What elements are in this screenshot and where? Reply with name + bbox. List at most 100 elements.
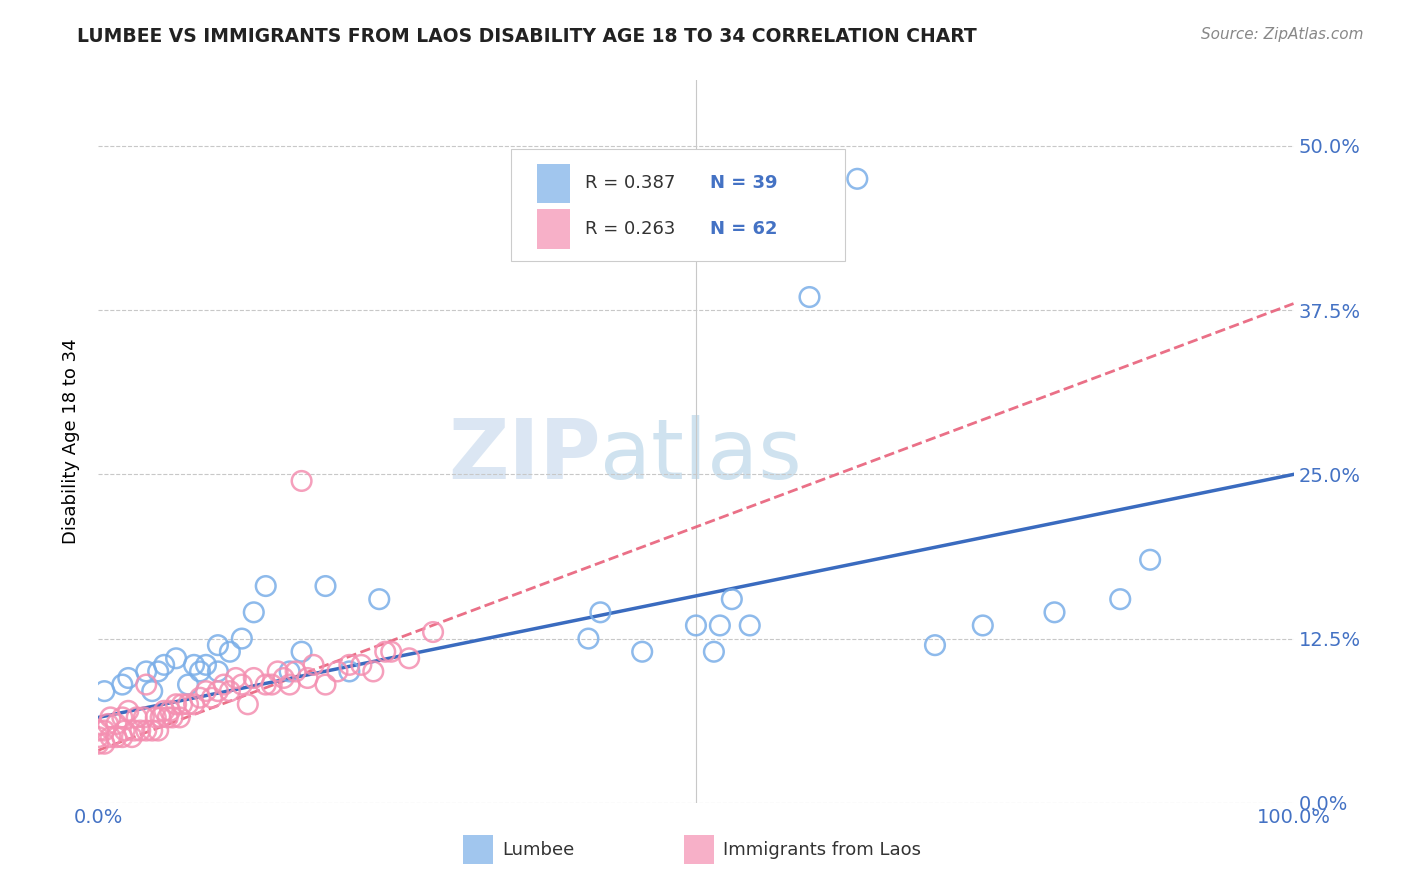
Point [703, 645, 725, 659]
Point [188, 690, 211, 705]
Point [93, 723, 115, 738]
Point [141, 723, 163, 738]
Bar [537, 210, 571, 249]
Point [302, 657, 325, 672]
Text: ZIP: ZIP [449, 416, 600, 497]
Point [363, 665, 385, 679]
Point [291, 645, 314, 659]
Point [236, 698, 259, 712]
Point [422, 625, 444, 640]
Text: N = 39: N = 39 [710, 175, 778, 193]
Point [93, 737, 115, 751]
Text: Immigrants from Laos: Immigrants from Laos [724, 841, 921, 859]
Point [225, 671, 247, 685]
Point [165, 698, 187, 712]
Point [121, 730, 143, 744]
Point [578, 632, 600, 646]
Point [284, 665, 307, 679]
Point [846, 171, 869, 186]
Text: atlas: atlas [600, 416, 801, 497]
Point [541, 204, 564, 219]
Point [1109, 592, 1132, 607]
Point [183, 657, 205, 672]
Point [111, 710, 134, 724]
Point [738, 618, 761, 632]
Bar [537, 163, 571, 203]
FancyBboxPatch shape [510, 149, 845, 260]
Text: LUMBEE VS IMMIGRANTS FROM LAOS DISABILITY AGE 18 TO 34 CORRELATION CHART: LUMBEE VS IMMIGRANTS FROM LAOS DISABILIT… [77, 27, 977, 45]
Point [231, 632, 253, 646]
Point [195, 684, 218, 698]
Point [145, 710, 167, 724]
Point [589, 605, 612, 619]
Point [153, 704, 176, 718]
Point [709, 618, 731, 632]
Point [149, 710, 172, 724]
Point [114, 723, 136, 738]
Point [117, 671, 139, 685]
Point [207, 684, 229, 698]
Point [159, 704, 181, 718]
Point [273, 671, 295, 685]
Point [124, 723, 146, 738]
Point [350, 657, 373, 672]
Text: R = 0.263: R = 0.263 [585, 220, 675, 238]
Point [219, 645, 242, 659]
Point [380, 645, 402, 659]
Point [685, 618, 707, 632]
Bar [685, 835, 714, 864]
Point [111, 677, 134, 691]
Point [1139, 553, 1161, 567]
Point [243, 605, 266, 619]
Point [117, 704, 139, 718]
Point [105, 730, 128, 744]
Point [132, 710, 155, 724]
Point [207, 638, 229, 652]
Text: N = 62: N = 62 [710, 220, 778, 238]
Point [141, 684, 163, 698]
Point [339, 657, 361, 672]
Point [156, 710, 179, 724]
Point [172, 698, 194, 712]
Point [153, 657, 176, 672]
Point [207, 665, 229, 679]
Point [105, 717, 128, 731]
Point [1043, 605, 1066, 619]
Point [111, 730, 134, 744]
Point [368, 592, 391, 607]
Point [260, 677, 283, 691]
Point [315, 579, 337, 593]
Point [212, 677, 235, 691]
Point [148, 665, 170, 679]
Point [129, 723, 152, 738]
Text: Lumbee: Lumbee [502, 841, 575, 859]
Point [93, 684, 115, 698]
Point [254, 677, 277, 691]
Point [326, 665, 349, 679]
Y-axis label: Disability Age 18 to 34: Disability Age 18 to 34 [62, 339, 80, 544]
Point [278, 677, 301, 691]
Point [162, 710, 184, 724]
Point [87, 730, 110, 744]
Point [97, 717, 120, 731]
Point [135, 665, 157, 679]
Point [231, 677, 253, 691]
Point [98, 710, 122, 724]
Point [165, 651, 187, 665]
Bar [463, 835, 494, 864]
Point [148, 723, 170, 738]
Point [135, 677, 157, 691]
Point [188, 665, 211, 679]
Point [721, 592, 744, 607]
Point [278, 665, 301, 679]
Point [183, 698, 205, 712]
Point [135, 723, 157, 738]
Point [972, 618, 994, 632]
Point [87, 737, 110, 751]
Point [125, 710, 148, 724]
Point [631, 645, 654, 659]
Point [297, 671, 319, 685]
Point [195, 657, 218, 672]
Point [219, 684, 242, 698]
Text: R = 0.387: R = 0.387 [585, 175, 675, 193]
